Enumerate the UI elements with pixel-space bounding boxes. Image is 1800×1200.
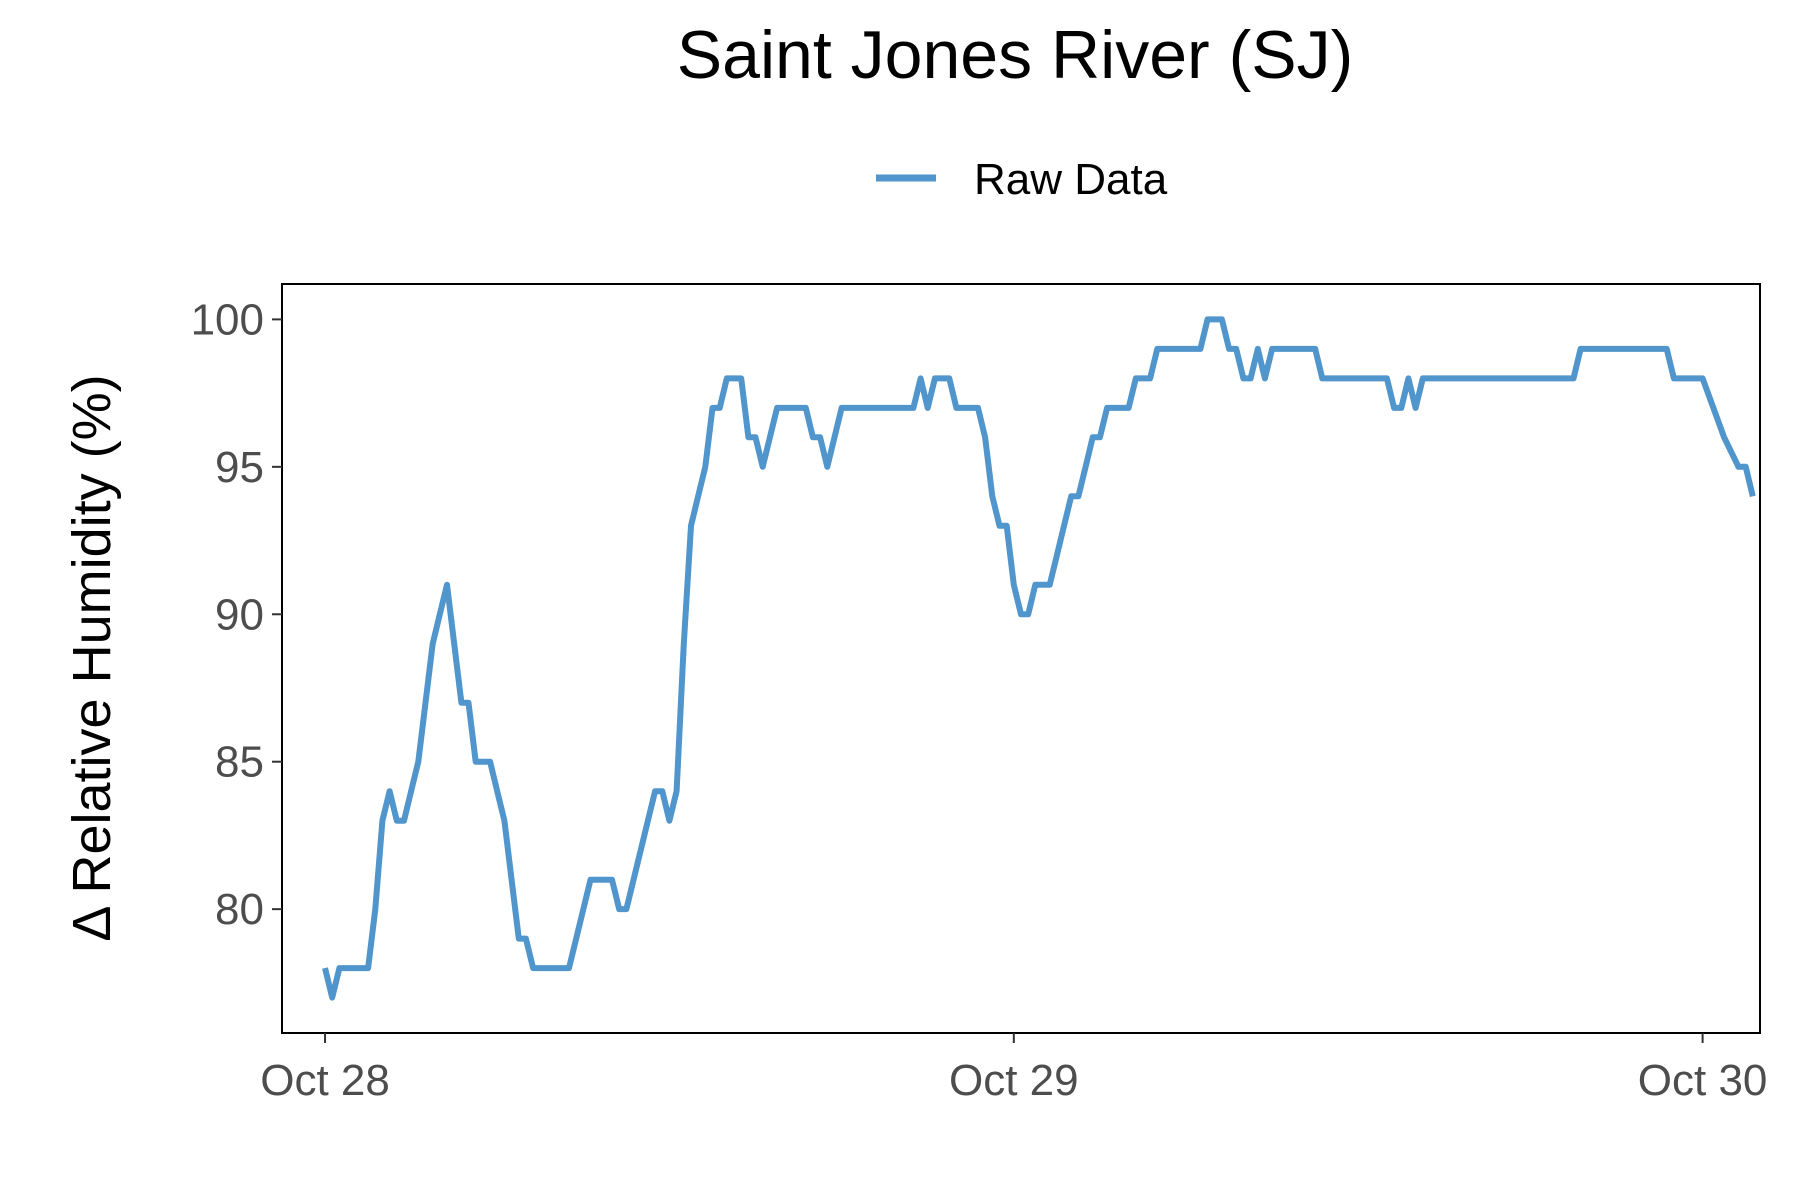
y-tick-label: 100 <box>191 295 264 344</box>
y-tick-label: 90 <box>215 590 264 639</box>
x-tick-label: Oct 30 <box>1638 1056 1768 1105</box>
plot-area <box>322 316 1756 1001</box>
plot-panel-border <box>281 283 1761 1034</box>
chart-title: Saint Jones River (SJ) <box>677 17 1353 93</box>
x-axis: Oct 28 Oct 29 Oct 30 <box>260 1033 1767 1105</box>
legend: Raw Data <box>876 155 1168 204</box>
y-tick-label: 85 <box>215 738 264 787</box>
y-tick-label: 95 <box>215 443 264 492</box>
x-tick-label: Oct 28 <box>260 1056 390 1105</box>
y-axis: 80 85 90 95 100 <box>191 295 282 934</box>
x-tick-label: Oct 29 <box>949 1056 1079 1105</box>
y-tick-label: 80 <box>215 885 264 934</box>
y-axis-title: Δ Relative Humidity (%) <box>62 374 122 941</box>
series-line-raw-data <box>322 316 1756 1001</box>
legend-label-raw-data: Raw Data <box>974 155 1168 204</box>
